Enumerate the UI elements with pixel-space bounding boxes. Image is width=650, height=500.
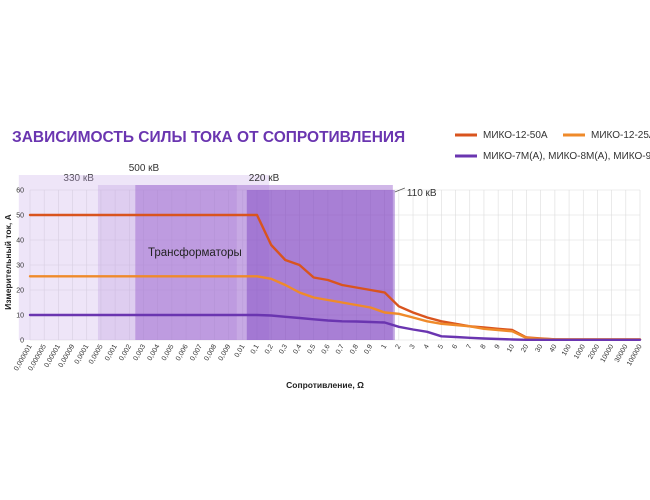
x-tick-label: 0,005 [161, 343, 176, 362]
x-tick-label: 7 [465, 343, 473, 350]
legend: МИКО-12-50А МИКО-12-25А МИКО-7М(А), МИКО-8… [455, 130, 650, 162]
chart-title: ЗАВИСИМОСТЬ СИЛЫ ТОКА ОТ СОПРОТИВЛЕНИЯ [12, 129, 405, 146]
x-tick-label: 0,009 [218, 343, 233, 362]
x-tick-label: 40 [549, 343, 559, 353]
x-tick-label: 100 [561, 343, 573, 357]
x-tick-label: 30 [534, 343, 544, 353]
x-tick-label: 0,8 [349, 343, 360, 355]
x-tick-label: 1 [380, 343, 388, 350]
x-tick-label: 0,1 [250, 343, 261, 355]
x-tick-label: 2 [395, 343, 403, 350]
voltage-band-rect [18, 175, 270, 340]
x-tick-label: 20 [520, 343, 530, 353]
x-tick-label: 2000 [587, 343, 601, 360]
x-tick-label: 3 [409, 343, 417, 350]
x-tick-label: 0,4 [292, 343, 303, 355]
legend-entry: МИКО-7М(А), МИКО-8М(А), МИКО-9А [483, 151, 650, 162]
x-tick-labels: 0,0000010,0000050,000010,000090,00010,00… [13, 343, 644, 372]
x-tick-label: 0,002 [118, 343, 133, 362]
x-tick-label: 9 [494, 343, 502, 350]
x-tick-label: 0,003 [132, 343, 147, 362]
voltage-band-rect [246, 190, 395, 340]
x-tick-label: 0,01 [234, 343, 247, 358]
x-tick-label: 5 [437, 343, 445, 350]
legend-entry: МИКО-12-25А [591, 130, 650, 141]
x-tick-label: 6 [451, 343, 459, 350]
x-tick-label: 8 [480, 343, 488, 350]
x-tick-label: 0,006 [175, 343, 190, 362]
series-lines [28, 213, 642, 341]
y-tick-label: 40 [16, 238, 24, 245]
y-tick-label: 30 [16, 263, 24, 270]
x-tick-label: 0,6 [321, 343, 332, 355]
x-tick-label: 0,9 [363, 343, 374, 355]
y-tick-labels: 0 10 20 30 40 50 60 [16, 188, 24, 345]
series-line [28, 313, 642, 341]
y-tick-label: 50 [16, 213, 24, 220]
voltage-band-label: 220 кВ [249, 173, 280, 184]
x-tick-label: 1000 [573, 343, 587, 360]
voltage-band-label: 110 кВ [407, 188, 437, 199]
legend-entry: МИКО-12-50А [483, 130, 548, 141]
y-tick-label: 0 [20, 338, 24, 345]
x-tick-label: 10 [506, 343, 516, 353]
x-tick-label: 0,007 [189, 343, 204, 362]
x-tick-label: 0,3 [278, 343, 289, 355]
x-tick-label: 0,2 [264, 343, 275, 355]
y-tick-label: 20 [16, 288, 24, 295]
y-tick-label: 10 [16, 313, 24, 320]
x-axis-label: Сопротивление, Ω [286, 380, 364, 390]
x-tick-label: 0,001 [104, 343, 119, 362]
x-tick-label: 0,008 [203, 343, 218, 362]
x-tick-label: 0,7 [335, 343, 346, 355]
x-tick-label: 0,004 [147, 343, 162, 362]
transformer-annotation: Трансформаторы [148, 247, 242, 259]
voltage-band-label: 500 кВ [129, 163, 160, 174]
x-tick-label: 4 [423, 343, 431, 350]
x-tick-label: 0,0005 [88, 343, 105, 365]
x-tick-label: 0,5 [307, 343, 318, 355]
y-axis-label: Измерительный ток, А [3, 214, 13, 309]
band-leader-line [394, 187, 405, 193]
y-tick-label: 60 [16, 188, 24, 195]
voltage-band-label: 330 кВ [63, 173, 94, 184]
